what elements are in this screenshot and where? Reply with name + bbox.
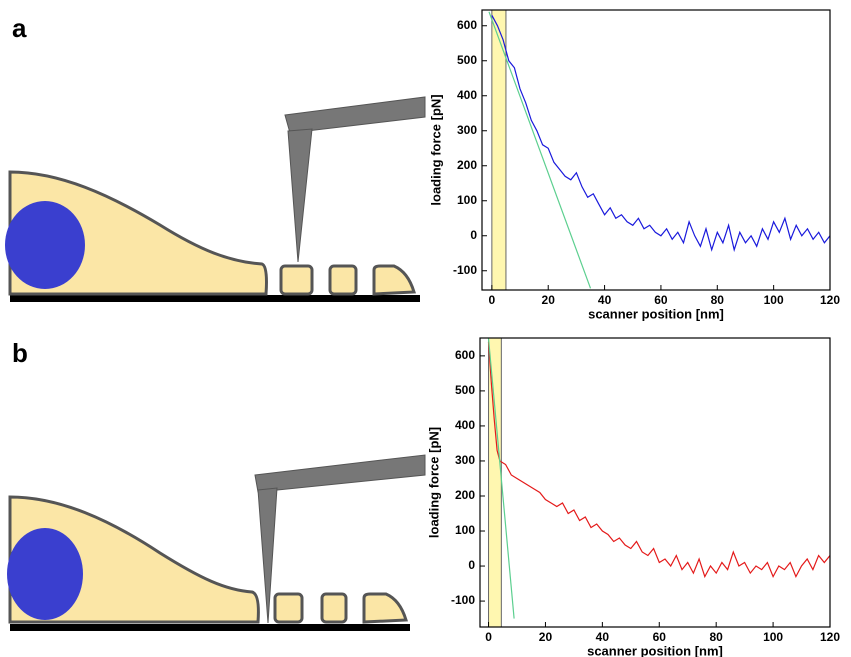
x-tick-label: 20 — [539, 630, 553, 644]
panel-label: a — [12, 13, 27, 43]
x-tick-label: 80 — [709, 630, 723, 644]
cell-fragment — [362, 592, 408, 624]
y-tick-label: 300 — [457, 123, 477, 137]
y-axis-label: loading force [pN] — [426, 427, 441, 538]
y-tick-label: -100 — [453, 263, 477, 277]
x-tick-label: 40 — [598, 293, 612, 307]
illustration-a — [5, 96, 426, 302]
y-tick-label: 200 — [455, 488, 475, 502]
highlight-band — [488, 338, 502, 627]
highlight-band — [491, 10, 507, 290]
x-tick-label: 40 — [596, 630, 610, 644]
x-tick-label: 0 — [489, 293, 496, 307]
cell-fragment — [372, 264, 416, 296]
cell-fragment — [273, 592, 304, 624]
x-tick-label: 20 — [542, 293, 556, 307]
x-tick-label: 60 — [653, 630, 667, 644]
plot-area — [488, 10, 830, 290]
nucleus — [5, 201, 85, 289]
substrate — [10, 295, 420, 302]
x-tick-label: 100 — [764, 293, 784, 307]
plot-frame — [481, 9, 831, 291]
y-tick-label: 500 — [457, 53, 477, 67]
y-tick-label: 400 — [457, 88, 477, 102]
y-tick-label: 0 — [468, 558, 475, 572]
cantilever — [254, 454, 426, 493]
cell-fragment — [279, 264, 314, 296]
cell-fragment — [328, 264, 358, 296]
data-line — [487, 338, 515, 619]
y-tick-label: 100 — [457, 193, 477, 207]
x-tick-label: 100 — [763, 630, 783, 644]
y-axis-label: loading force [pN] — [428, 94, 443, 205]
x-tick-label: 120 — [820, 293, 840, 307]
cell-fragment — [320, 592, 348, 624]
y-tick-label: 300 — [455, 453, 475, 467]
data-line — [491, 15, 830, 253]
y-tick-label: 500 — [455, 383, 475, 397]
y-tick-label: 0 — [470, 228, 477, 242]
tip — [287, 128, 313, 263]
substrate — [10, 624, 410, 631]
panel-label: b — [12, 338, 28, 368]
y-tick-label: 200 — [457, 158, 477, 172]
illustration-b — [7, 454, 426, 631]
x-axis-label: scanner position [nm] — [588, 306, 724, 321]
y-tick-label: 100 — [455, 523, 475, 537]
cantilever — [284, 96, 426, 134]
plot-frame — [479, 337, 831, 628]
plot-area — [487, 338, 830, 627]
y-tick-label: -100 — [451, 593, 475, 607]
x-tick-label: 120 — [820, 630, 840, 644]
tip — [257, 487, 278, 624]
nucleus — [7, 528, 83, 620]
x-tick-label: 60 — [654, 293, 668, 307]
data-line — [487, 341, 830, 579]
data-line — [488, 11, 592, 289]
x-tick-label: 0 — [485, 630, 492, 644]
x-tick-label: 80 — [711, 293, 725, 307]
y-tick-label: 400 — [455, 418, 475, 432]
x-axis-label: scanner position [nm] — [587, 643, 723, 657]
y-tick-label: 600 — [457, 18, 477, 32]
y-tick-label: 600 — [455, 348, 475, 362]
